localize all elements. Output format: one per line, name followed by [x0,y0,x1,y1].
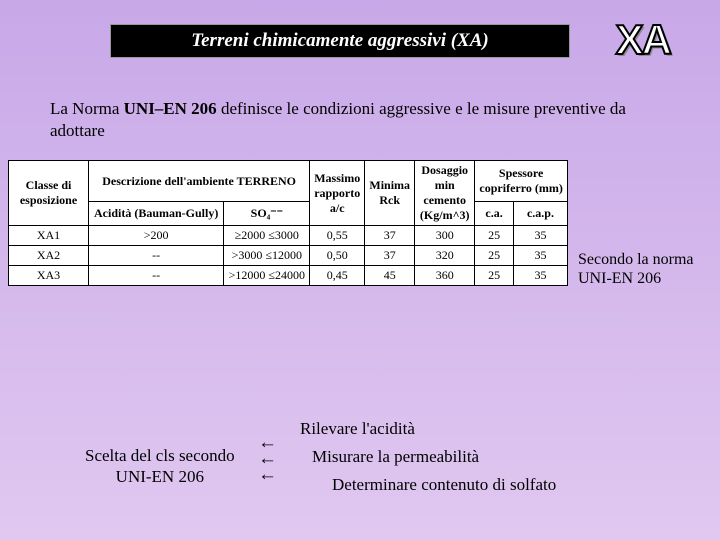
th-cem: Dosaggio min cemento (Kg/m^3) [415,161,475,226]
th-cap: c.a.p. [513,202,567,226]
cell-ac: 0,55 [310,226,365,246]
cell-cem: 360 [415,266,475,286]
action-1: Rilevare l'acidità [300,415,556,443]
arrows-icon: ← ← ← [258,435,277,483]
cell-cem: 320 [415,246,475,266]
th-acid: Acidità (Bauman-Gully) [89,202,224,226]
th-class: Classe di esposizione [9,161,89,226]
xa-badge: XA [616,16,670,64]
cell-acid: -- [89,266,224,286]
scelta-l1: Scelta del cls secondo [85,446,235,465]
cell-rck: 37 [365,226,415,246]
table-row: XA2 -- >3000 ≤12000 0,50 37 320 25 35 [9,246,568,266]
th-rck: Minima Rck [365,161,415,226]
action-3: Determinare contenuto di solfato [332,471,556,499]
slide-title: Terreni chimicamente aggressivi (XA) [191,30,488,52]
action-2: Misurare la permeabilità [312,443,556,471]
cell-cls: XA1 [9,226,89,246]
scelta-l2: UNI-EN 206 [116,467,204,486]
xa-table: Classe di esposizione Descrizione dell'a… [8,160,568,286]
cell-acid: -- [89,246,224,266]
th-desc: Descrizione dell'ambiente TERRENO [89,161,310,202]
table-subheader-row: Acidità (Bauman-Gully) SO₄⁻⁻ c.a. c.a.p. [9,202,568,226]
cell-cls: XA3 [9,266,89,286]
th-so4: SO₄⁻⁻ [224,202,310,226]
scelta-text: Scelta del cls secondo UNI-EN 206 [85,445,235,488]
th-ac: Massimo rapporto a/c [310,161,365,226]
cell-rck: 45 [365,266,415,286]
intro-text: La Norma UNI–EN 206 definisce le condizi… [50,98,650,142]
cell-ac: 0,45 [310,266,365,286]
note-right: Secondo la norma UNI-EN 206 [578,250,708,288]
cell-cap: 35 [513,266,567,286]
table-row: XA1 >200 ≥2000 ≤3000 0,55 37 300 25 35 [9,226,568,246]
title-box: Terreni chimicamente aggressivi (XA) [110,24,570,58]
cell-acid: >200 [89,226,224,246]
cell-cap: 35 [513,246,567,266]
cell-rck: 37 [365,246,415,266]
intro-norm: UNI–EN 206 [124,99,217,118]
cell-cem: 300 [415,226,475,246]
actions-list: Rilevare l'acidità Misurare la permeabil… [300,415,556,499]
cell-so4: ≥2000 ≤3000 [224,226,310,246]
cell-ca: 25 [475,266,514,286]
cell-so4: >3000 ≤12000 [224,246,310,266]
cell-cls: XA2 [9,246,89,266]
cell-so4: >12000 ≤24000 [224,266,310,286]
th-ca: c.a. [475,202,514,226]
cell-ca: 25 [475,226,514,246]
cell-cap: 35 [513,226,567,246]
cell-ac: 0,50 [310,246,365,266]
th-sp: Spessore copriferro (mm) [475,161,568,202]
cell-ca: 25 [475,246,514,266]
intro-prefix: La Norma [50,99,124,118]
table-row: XA3 -- >12000 ≤24000 0,45 45 360 25 35 [9,266,568,286]
table-header-row: Classe di esposizione Descrizione dell'a… [9,161,568,202]
